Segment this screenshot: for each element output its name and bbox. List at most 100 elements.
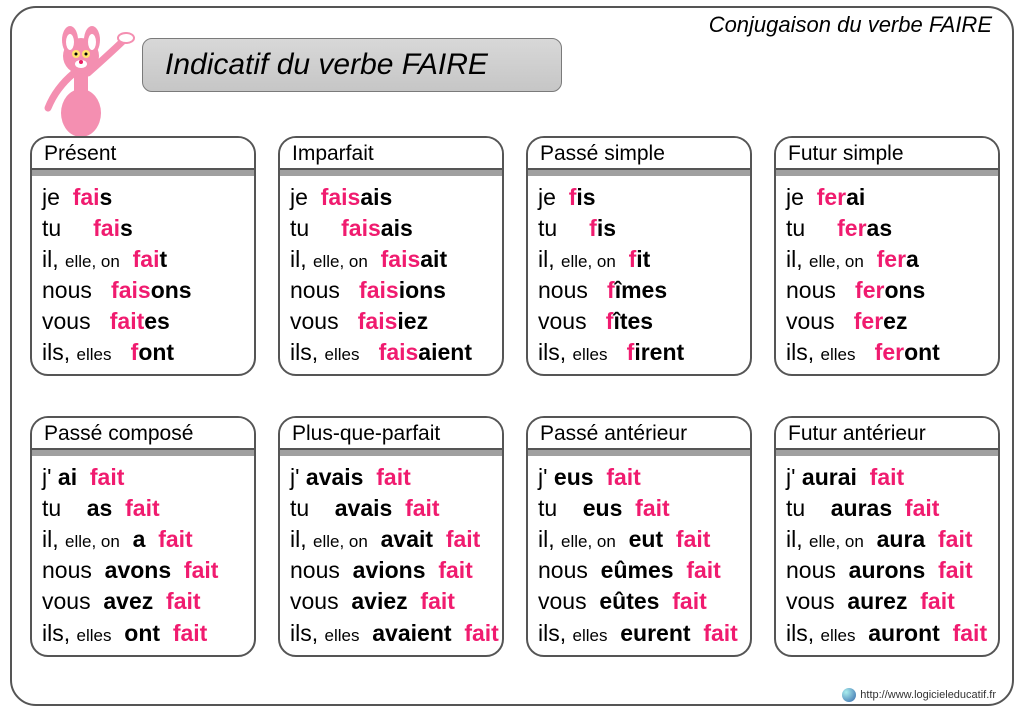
verb-ending: ais [360, 184, 392, 210]
conjugation-row: tu fais [32, 213, 254, 244]
conjugation-row: tu fis [528, 213, 750, 244]
conjugation-row: ils, elles font [32, 337, 254, 368]
past-participle: fait [920, 588, 955, 614]
verb-ending: as [867, 215, 893, 241]
auxiliary-verb: ont [124, 620, 160, 646]
conjugation-row: ils, elles feront [776, 337, 998, 368]
conjugation-row: vous fîtes [528, 306, 750, 337]
conjugation-row: ils, elles firent [528, 337, 750, 368]
past-participle: fait [672, 588, 707, 614]
verb-stem: fer [837, 215, 866, 241]
verb-ending: ont [138, 339, 174, 365]
header-shadow [528, 170, 750, 176]
page-frame: Conjugaison du verbe FAIRE Indicatif du … [10, 6, 1014, 706]
conjugation-row: ils, elles eurent fait [528, 618, 750, 649]
past-participle: fait [953, 620, 988, 646]
verb-ending: a [906, 246, 919, 272]
verb-stem: f [607, 277, 615, 303]
conjugation-row: il, elle, on fit [528, 244, 750, 275]
tense-card: Passé antérieurj' eus faittu eus faitil,… [526, 416, 752, 656]
verb-ending: irent [634, 339, 684, 365]
verb-ending: îtes [613, 308, 653, 334]
verb-ending: îmes [615, 277, 667, 303]
verb-stem: fait [110, 308, 145, 334]
verb-ending: t [159, 246, 167, 272]
main-title-text: Indicatif du verbe FAIRE [165, 48, 488, 82]
verb-ending: es [144, 308, 170, 334]
tense-card: Passé simple je fistu fisil, elle, on fit… [526, 136, 752, 376]
globe-icon [842, 688, 856, 702]
past-participle: fait [686, 557, 721, 583]
conjugation-row: vous aurez fait [776, 586, 998, 617]
auxiliary-verb: auront [868, 620, 940, 646]
past-participle: fait [90, 464, 125, 490]
verb-stem: fai [73, 184, 100, 210]
verb-ending: ont [904, 339, 940, 365]
conjugation-row: vous faisiez [280, 306, 502, 337]
verb-stem: fais [359, 277, 399, 303]
auxiliary-verb: eut [629, 526, 664, 552]
tense-card: Plus-que-parfaitj' avais faittu avais fa… [278, 416, 504, 656]
footer-url: http://www.logicieleducatif.fr [860, 689, 996, 701]
auxiliary-verb: avons [105, 557, 171, 583]
past-participle: fait [158, 526, 193, 552]
auxiliary-verb: eurent [620, 620, 690, 646]
conjugation-row: vous faites [32, 306, 254, 337]
conjugation-row: nous fîmes [528, 275, 750, 306]
conjugation-row: j' ai fait [32, 462, 254, 493]
auxiliary-verb: aurez [847, 588, 907, 614]
header-shadow [528, 450, 750, 456]
conjugation-row: je fis [528, 182, 750, 213]
verb-ending: s [100, 184, 113, 210]
past-participle: fait [870, 464, 905, 490]
past-participle: fait [173, 620, 208, 646]
pink-panther-illustration [26, 18, 136, 138]
auxiliary-verb: avais [335, 495, 393, 521]
verb-ending: iez [397, 308, 428, 334]
conjugation-row: nous avions fait [280, 555, 502, 586]
header-shadow [280, 450, 502, 456]
verb-stem: fer [817, 184, 846, 210]
conjugation-row: il, elle, on faisait [280, 244, 502, 275]
conjugation-row: ils, elles avaient fait [280, 618, 502, 649]
auxiliary-verb: avaient [372, 620, 451, 646]
past-participle: fait [166, 588, 201, 614]
auxiliary-verb: avez [103, 588, 153, 614]
conjugation-row: tu faisais [280, 213, 502, 244]
conjugation-row: nous aurons fait [776, 555, 998, 586]
header-shadow [776, 170, 998, 176]
verb-ending: ez [883, 308, 907, 334]
auxiliary-verb: aviez [351, 588, 407, 614]
verb-ending: s [120, 215, 133, 241]
header-shadow [280, 170, 502, 176]
conjugation-row: tu feras [776, 213, 998, 244]
past-participle: fait [938, 557, 973, 583]
verb-stem: fais [379, 339, 419, 365]
main-title: Indicatif du verbe FAIRE [142, 38, 562, 92]
auxiliary-verb: eus [554, 464, 594, 490]
conjugation-row: tu eus fait [528, 493, 750, 524]
verb-stem: fais [111, 277, 151, 303]
verb-stem: f [589, 215, 597, 241]
past-participle: fait [438, 557, 473, 583]
tense-title: Imparfait [280, 138, 502, 170]
conjugation-row: j' avais fait [280, 462, 502, 493]
conjugation-row: il, elle, on fait [32, 244, 254, 275]
tense-title: Passé simple [528, 138, 750, 170]
tense-card: Passé composéj' ai faittu as faitil, ell… [30, 416, 256, 656]
auxiliary-verb: as [87, 495, 113, 521]
past-participle: fait [464, 620, 499, 646]
verb-stem: fais [358, 308, 398, 334]
past-participle: fait [676, 526, 711, 552]
conjugation-row: il, elle, on avait fait [280, 524, 502, 555]
past-participle: fait [905, 495, 940, 521]
verb-ending: ons [151, 277, 192, 303]
tense-card: Futur simpleje feraitu ferasil, elle, on… [774, 136, 1000, 376]
page-header-title: Conjugaison du verbe FAIRE [709, 12, 992, 38]
past-participle: fait [446, 526, 481, 552]
verb-ending: ons [884, 277, 925, 303]
past-participle: fait [125, 495, 160, 521]
conjugation-row: nous faisions [280, 275, 502, 306]
conjugation-row: je faisais [280, 182, 502, 213]
past-participle: fait [420, 588, 455, 614]
